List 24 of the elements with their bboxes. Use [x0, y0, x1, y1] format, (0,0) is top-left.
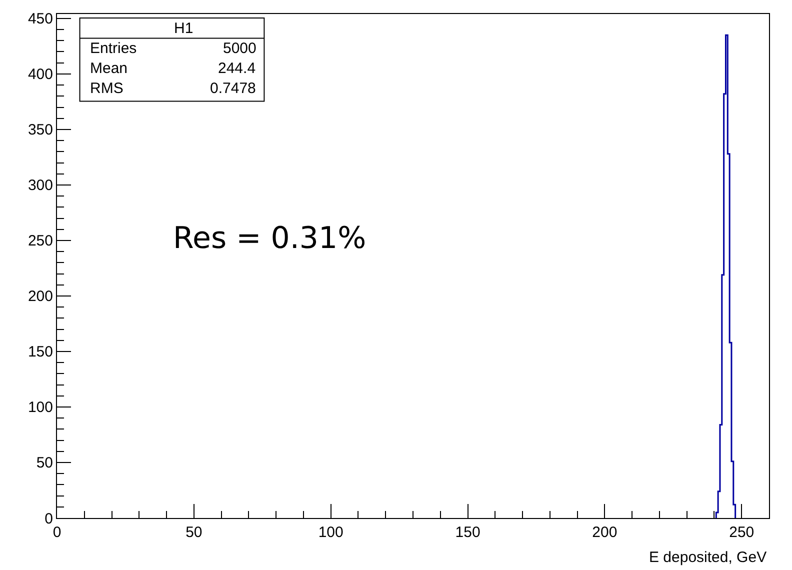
y-tick-label: 0: [44, 510, 53, 528]
annotation: H1: [174, 20, 194, 37]
annotation: Entries: [90, 40, 137, 57]
y-tick-label: 400: [28, 66, 53, 84]
y-tick-label: 250: [28, 232, 53, 250]
annotation: RMS: [90, 80, 124, 97]
annotation: Res = 0.31%: [173, 221, 366, 256]
annotation: 0.7478: [210, 80, 256, 97]
x-tick-label: 200: [592, 524, 618, 541]
x-tick-label: 250: [729, 524, 754, 541]
y-tick-label: 50: [36, 454, 53, 472]
annotation: 244.4: [218, 60, 256, 77]
x-axis-title: E deposited, GeV: [649, 549, 767, 566]
annotation: Mean: [90, 60, 128, 77]
y-tick-label: 350: [28, 122, 53, 139]
y-tick-label: 150: [28, 344, 53, 361]
x-tick-label: 150: [455, 524, 480, 541]
y-tick-label: 100: [28, 399, 53, 416]
x-tick-label: 100: [318, 524, 344, 541]
x-tick-label: 50: [186, 524, 202, 541]
y-tick-label: 300: [28, 177, 53, 194]
y-tick-label: 200: [28, 288, 53, 306]
y-tick-label: 450: [28, 10, 53, 28]
annotation: 5000: [223, 40, 256, 57]
